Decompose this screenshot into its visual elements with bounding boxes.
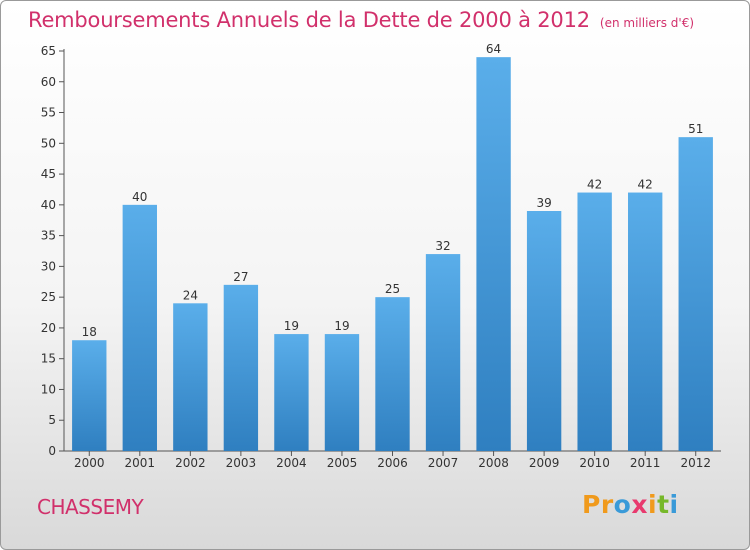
x-tick-label: 2001 <box>125 456 156 470</box>
y-tick-label: 50 <box>41 136 56 150</box>
chart-unit: (en milliers d'€) <box>599 16 695 30</box>
chart-title: Remboursements Annuels de la Dette de 20… <box>28 8 590 32</box>
logo-letter: r <box>600 490 614 519</box>
axes: 0 5 10 15 20 25 30 35 40 45 50 55 60 65 2000 2001 2002 20… <box>41 44 721 470</box>
y-tick-label: 65 <box>41 44 56 58</box>
y-tick-label: 30 <box>41 259 56 273</box>
data-label: 27 <box>233 270 248 284</box>
logo-letter: i <box>648 490 658 519</box>
bar-2001 <box>122 204 157 451</box>
data-label: 40 <box>132 190 147 204</box>
bar-2006 <box>375 297 410 451</box>
logo-letter: x <box>631 490 648 519</box>
data-label: 19 <box>334 319 349 333</box>
data-label: 42 <box>638 178 653 192</box>
y-tick-label: 5 <box>48 413 56 427</box>
bar-2008 <box>476 57 511 452</box>
data-label: 51 <box>688 122 703 136</box>
proxiti-logo: Proxiti <box>582 490 679 519</box>
data-label: 18 <box>82 325 97 339</box>
logo-letter: i <box>669 490 679 519</box>
data-label: 64 <box>486 42 501 56</box>
x-tick-label: 2011 <box>630 456 661 470</box>
logo-letter: t <box>657 490 670 519</box>
bar-2009 <box>526 211 562 451</box>
bars <box>72 57 713 452</box>
x-tick-label: 2008 <box>478 456 509 470</box>
data-label: 39 <box>536 196 551 210</box>
bar-2005 <box>324 334 360 451</box>
y-tick-label: 45 <box>41 167 56 181</box>
bar-2011 <box>628 192 663 452</box>
x-tick-label: 2007 <box>428 456 459 470</box>
y-tick-label: 60 <box>41 75 56 89</box>
bar-2007 <box>425 254 461 451</box>
x-tick-label: 2006 <box>377 456 408 470</box>
y-tick-label: 15 <box>41 352 56 366</box>
bar-2010 <box>577 192 612 452</box>
y-tick-label: 40 <box>41 198 56 212</box>
logo-letter: P <box>582 490 601 519</box>
title-row: Remboursements Annuels de la Dette de 20… <box>28 8 694 32</box>
x-tick-label: 2000 <box>74 456 105 470</box>
logo-letter: o <box>613 490 632 519</box>
town-name: CHASSEMY <box>37 495 144 519</box>
y-tick-label: 10 <box>41 382 56 396</box>
y-tick-label: 55 <box>41 106 56 120</box>
x-tick-label: 2009 <box>529 456 560 470</box>
bar-2004 <box>274 334 309 451</box>
x-tick-label: 2002 <box>175 456 206 470</box>
x-tick-label: 2005 <box>327 456 358 470</box>
data-label: 24 <box>183 288 198 302</box>
data-label: 32 <box>435 239 450 253</box>
y-tick-label: 20 <box>41 321 56 335</box>
x-tick-label: 2010 <box>579 456 610 470</box>
bar-2012 <box>678 137 713 451</box>
data-label: 19 <box>284 319 299 333</box>
x-tick-label: 2003 <box>226 456 257 470</box>
data-label: 25 <box>385 282 400 296</box>
data-label: 42 <box>587 178 602 192</box>
y-tick-label: 35 <box>41 229 56 243</box>
bar-2003 <box>223 284 259 451</box>
y-tick-label: 0 <box>48 444 56 458</box>
x-tick-label: 2012 <box>680 456 711 470</box>
bar-2000 <box>72 340 107 451</box>
x-tick-label: 2004 <box>276 456 307 470</box>
y-tick-label: 25 <box>41 290 56 304</box>
data-labels: 18 40 24 27 19 19 25 32 64 39 42 42 51 <box>82 42 704 339</box>
bar-2002 <box>173 303 208 451</box>
